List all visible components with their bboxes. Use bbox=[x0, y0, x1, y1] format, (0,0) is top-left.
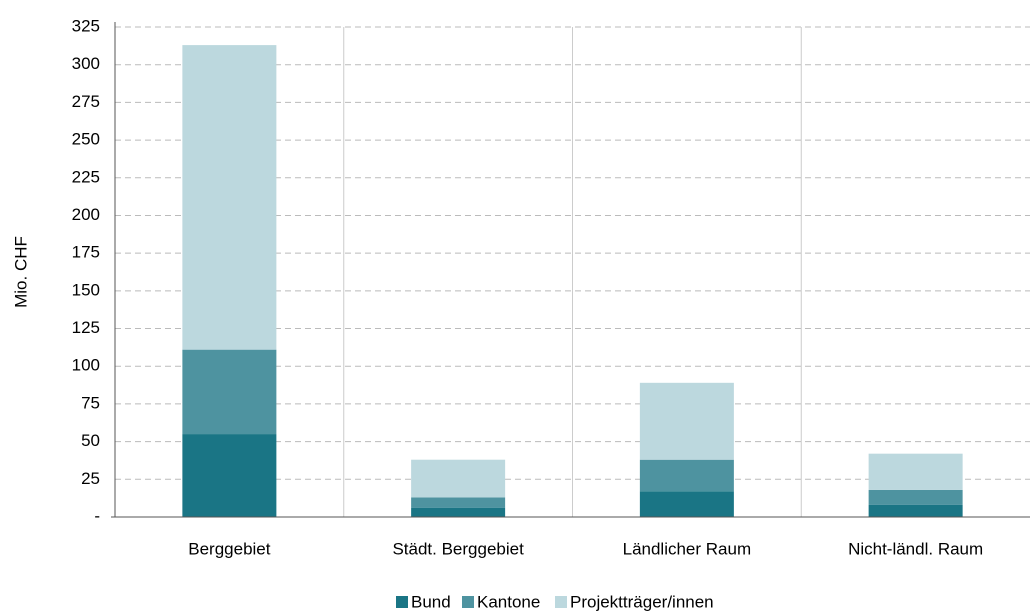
y-tick-label: - bbox=[94, 506, 100, 525]
bar-segment bbox=[639, 491, 734, 517]
y-tick-label: 150 bbox=[72, 280, 100, 299]
bar-segment bbox=[639, 459, 734, 492]
y-tick-label: 125 bbox=[72, 318, 100, 337]
legend-swatch bbox=[396, 596, 408, 608]
y-tick-label: 100 bbox=[72, 356, 100, 375]
y-tick-label: 325 bbox=[72, 16, 100, 35]
bar-segment bbox=[868, 489, 963, 505]
y-tick-label: 250 bbox=[72, 130, 100, 149]
bar-segment bbox=[411, 507, 506, 517]
y-tick-label: 300 bbox=[72, 54, 100, 73]
x-tick-label: Ländlicher Raum bbox=[623, 539, 752, 558]
bar-segment bbox=[868, 504, 963, 517]
y-tick-label: 50 bbox=[81, 431, 100, 450]
legend-swatch bbox=[555, 596, 567, 608]
y-tick-label: 175 bbox=[72, 243, 100, 262]
bar-segment bbox=[411, 459, 506, 498]
legend-label: Projektträger/innen bbox=[570, 592, 714, 611]
bar-segment bbox=[182, 45, 277, 350]
bar-segment bbox=[639, 382, 734, 460]
legend-label: Kantone bbox=[477, 592, 540, 611]
y-tick-label: 25 bbox=[81, 469, 100, 488]
y-tick-label: 75 bbox=[81, 393, 100, 412]
y-tick-label: 275 bbox=[72, 92, 100, 111]
legend-swatch bbox=[462, 596, 474, 608]
bar-segment bbox=[182, 349, 277, 435]
x-tick-label: Berggebiet bbox=[188, 539, 271, 558]
y-tick-label: 200 bbox=[72, 205, 100, 224]
bar-segment bbox=[182, 434, 277, 517]
legend-label: Bund bbox=[411, 592, 451, 611]
y-axis-label: Mio. CHF bbox=[11, 236, 30, 308]
x-tick-label: Städt. Berggebiet bbox=[392, 539, 524, 558]
y-tick-label: 225 bbox=[72, 167, 100, 186]
bar-segment bbox=[411, 497, 506, 508]
x-tick-label: Nicht-ländl. Raum bbox=[848, 539, 983, 558]
bar-segment bbox=[868, 453, 963, 490]
